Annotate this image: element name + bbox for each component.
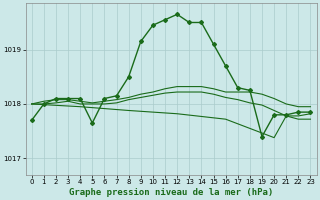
X-axis label: Graphe pression niveau de la mer (hPa): Graphe pression niveau de la mer (hPa) [69,188,273,197]
